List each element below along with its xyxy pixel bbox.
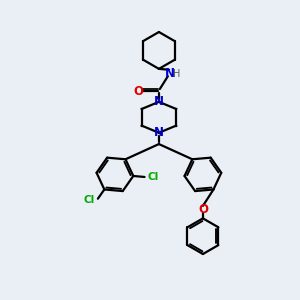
- Text: N: N: [154, 95, 164, 108]
- Text: O: O: [198, 203, 208, 216]
- Text: N: N: [154, 126, 164, 139]
- Text: N: N: [165, 67, 175, 80]
- Text: O: O: [133, 85, 143, 98]
- Text: Cl: Cl: [148, 172, 159, 182]
- Text: H: H: [173, 69, 181, 79]
- Text: Cl: Cl: [84, 195, 95, 205]
